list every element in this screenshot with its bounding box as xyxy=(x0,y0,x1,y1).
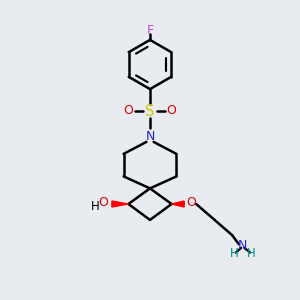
Polygon shape xyxy=(112,201,128,207)
Text: O: O xyxy=(124,104,133,118)
Text: H: H xyxy=(91,200,100,213)
Text: N: N xyxy=(238,239,247,252)
Text: S: S xyxy=(145,103,155,118)
Polygon shape xyxy=(172,201,184,207)
Text: F: F xyxy=(146,24,154,37)
Text: N: N xyxy=(145,130,155,143)
Text: O: O xyxy=(186,196,196,209)
Text: O: O xyxy=(167,104,176,118)
Text: H: H xyxy=(247,247,256,260)
Text: H: H xyxy=(230,247,239,260)
Text: O: O xyxy=(99,196,108,209)
